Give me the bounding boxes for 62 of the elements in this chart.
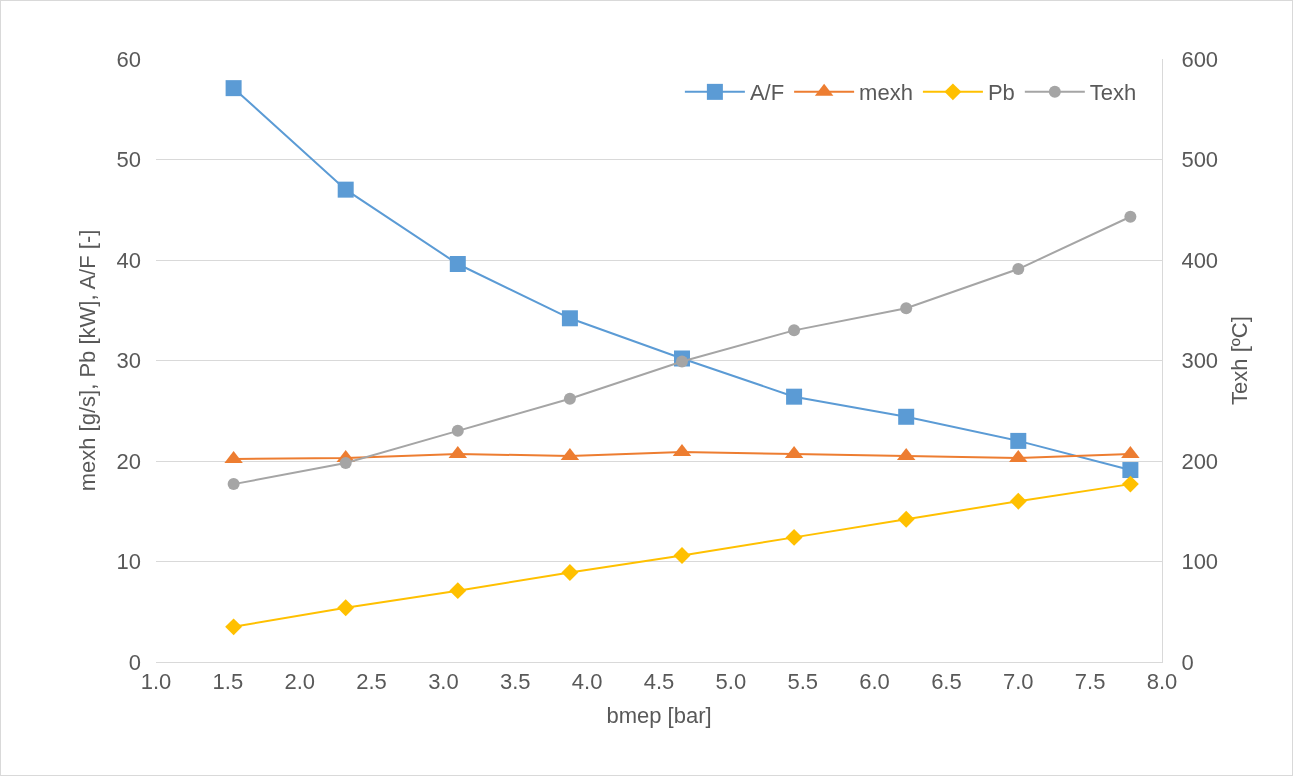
- x-tick-label: 5.0: [715, 669, 747, 695]
- point: [449, 256, 466, 273]
- y2-tick-label: 400: [1181, 247, 1219, 273]
- legend-label: A/F: [749, 80, 785, 106]
- point: [897, 510, 915, 528]
- x-tick-label: 7.0: [1002, 669, 1034, 695]
- y2-tick-label: 0: [1181, 649, 1194, 675]
- y-tick-label: 0: [128, 649, 141, 675]
- y-tick-label: 10: [116, 549, 141, 575]
- x-tick-label: 6.0: [859, 669, 890, 695]
- x-tick-label: 7.5: [1074, 669, 1106, 695]
- point: [337, 599, 355, 617]
- point: [339, 457, 352, 469]
- legend-label: Texh: [1089, 80, 1137, 106]
- x-tick-label: 5.5: [787, 669, 819, 695]
- x-tick-label: 2.5: [356, 669, 387, 695]
- point: [785, 528, 803, 546]
- point: [788, 324, 801, 337]
- point: [449, 582, 467, 600]
- y2-tick-label: 300: [1181, 348, 1219, 374]
- y2-tick-label: 100: [1181, 549, 1219, 575]
- y-axis-title: mexh [g/s], Pb [kW], A/F [-]: [75, 229, 101, 492]
- point: [1122, 462, 1139, 479]
- point: [451, 424, 464, 437]
- y-tick-label: 60: [116, 46, 141, 72]
- y-tick-label: 30: [116, 348, 141, 374]
- point: [1009, 492, 1027, 510]
- y-tick-label: 40: [116, 247, 141, 273]
- x-tick-label: 3.0: [428, 669, 459, 695]
- point: [1012, 263, 1025, 276]
- y2-tick-label: 500: [1181, 147, 1219, 173]
- x-axis-title: bmep [bar]: [606, 703, 712, 729]
- point: [225, 618, 243, 636]
- point: [337, 181, 354, 198]
- x-tick-label: 2.0: [284, 669, 316, 695]
- y2-tick-label: 600: [1181, 46, 1219, 72]
- point: [563, 392, 576, 405]
- point: [561, 310, 578, 327]
- point: [900, 302, 913, 315]
- point: [225, 80, 242, 97]
- point: [1121, 475, 1139, 493]
- legend-label: Pb: [987, 80, 1015, 106]
- point: [898, 408, 915, 425]
- x-tick-label: 8.0: [1146, 669, 1178, 695]
- x-tick-label: 1.0: [140, 669, 172, 695]
- x-tick-label: 4.5: [643, 669, 675, 695]
- point: [673, 547, 691, 564]
- point: [786, 388, 803, 405]
- point: [676, 355, 688, 368]
- legend-label: mexh: [859, 80, 913, 106]
- point: [227, 478, 240, 491]
- point: [1124, 210, 1137, 223]
- x-tick-label: 4.0: [571, 669, 603, 695]
- y2-axis-title: Texh [ºC]: [1227, 316, 1253, 405]
- x-tick-label: 1.5: [212, 669, 244, 695]
- x-tick-label: 6.5: [931, 669, 962, 695]
- point: [1010, 432, 1027, 449]
- y2-tick-label: 200: [1181, 448, 1219, 474]
- point: [561, 564, 579, 581]
- y-tick-label: 20: [116, 448, 141, 474]
- x-tick-label: 3.5: [499, 669, 531, 695]
- y-tick-label: 50: [116, 147, 141, 173]
